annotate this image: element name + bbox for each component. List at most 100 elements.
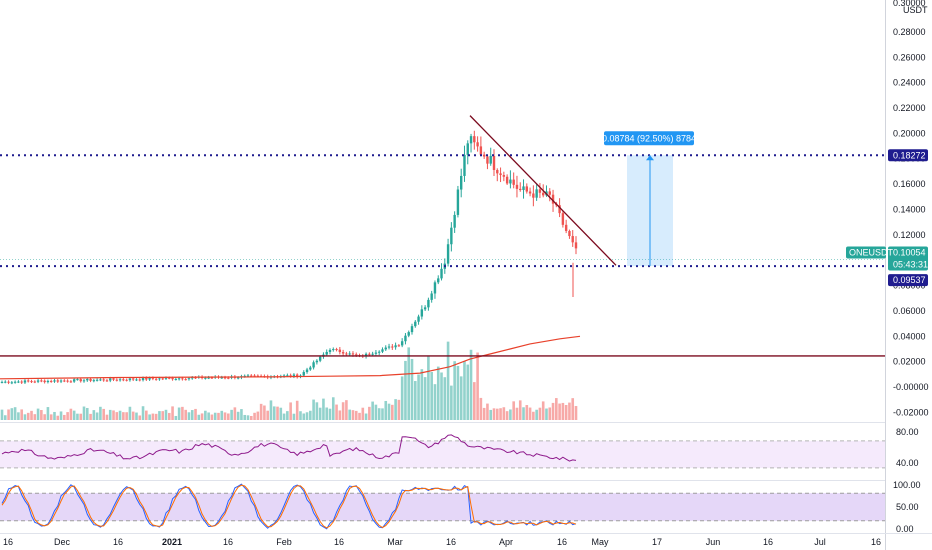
volume-bar (269, 400, 273, 420)
stoch-tick-label: 50.00 (896, 502, 919, 512)
candle-body (509, 179, 512, 184)
candle (154, 377, 158, 381)
candle-body (63, 380, 66, 382)
volume-bar (253, 412, 256, 420)
candle (72, 377, 76, 383)
candle (387, 343, 391, 350)
support-price-tag: 0.09537 (888, 274, 928, 287)
candle-body (450, 227, 453, 245)
candle (27, 379, 30, 383)
candle-body (492, 155, 496, 170)
candle-body (568, 230, 571, 237)
candle (332, 347, 335, 352)
candle-body (17, 381, 20, 383)
candle-body (148, 377, 151, 380)
volume-bar (240, 409, 243, 420)
candle-body (4, 381, 7, 383)
volume-bar (89, 413, 92, 420)
volume-bar (499, 408, 502, 420)
candle (296, 373, 299, 379)
candle (309, 365, 312, 371)
candle-body (427, 299, 430, 308)
stoch-tick-label: 100.00 (893, 480, 921, 490)
volume-bar (338, 410, 342, 420)
price-tick-label: 0.26000 (893, 52, 926, 62)
candle (397, 344, 401, 347)
candle-body (482, 154, 486, 157)
volume-bar (118, 410, 122, 420)
volume-bar (105, 414, 109, 420)
volume-bar (417, 374, 420, 420)
volume-bar (545, 408, 548, 420)
time-tick-label: 16 (113, 537, 123, 547)
price-tick-label: 0.24000 (893, 78, 926, 88)
volume-bar (407, 347, 411, 420)
volume-bar (112, 410, 115, 420)
candle-body (476, 142, 479, 147)
volume-bar (486, 403, 489, 420)
volume-bar (289, 402, 292, 420)
volume-bar (391, 404, 394, 420)
candle-body (332, 349, 335, 351)
volume-bar (230, 409, 233, 420)
candle (476, 136, 479, 152)
volume-bar (3, 415, 7, 420)
candle-body (519, 188, 522, 191)
volume-bar (522, 407, 525, 420)
candle (512, 172, 515, 189)
candle-body (414, 321, 417, 327)
time-tick-label: 16 (446, 537, 456, 547)
candle-body (27, 380, 30, 382)
candle-body (181, 378, 184, 380)
candle (102, 377, 105, 382)
candle (427, 297, 430, 311)
candle-body (423, 307, 427, 310)
volume-bar (309, 410, 312, 420)
volume-bar (282, 413, 286, 420)
volume-bar (371, 401, 374, 420)
price-tick-label: 0.16000 (893, 179, 926, 189)
candle-body (397, 345, 401, 347)
volume-bar (331, 397, 335, 420)
volume-bar (305, 412, 309, 420)
volume-bar (36, 408, 40, 420)
candle (463, 145, 466, 182)
volume-bar (535, 409, 538, 420)
candle (486, 155, 489, 170)
candle (469, 133, 473, 153)
candle-body (548, 191, 551, 195)
candle-body (79, 379, 82, 382)
moving-average-line (0, 335, 581, 380)
volume-bar (210, 414, 214, 420)
volume-bar (555, 398, 558, 420)
candle (433, 280, 437, 299)
candle-body (138, 379, 141, 381)
candle (407, 330, 410, 338)
candle (509, 170, 512, 189)
price-range-measure[interactable]: 0.08784 (92.50%) 8784 (602, 131, 696, 267)
volume-bar (82, 406, 86, 420)
volume-bar (279, 407, 283, 420)
volume-bar (335, 404, 338, 420)
candle (394, 342, 397, 350)
candle-body (161, 378, 164, 380)
volume-bar (469, 349, 473, 420)
volume-bar (272, 406, 276, 420)
volume-bar (505, 411, 509, 420)
candle-body (36, 380, 40, 382)
volume-bar (364, 413, 368, 420)
candle-body (417, 316, 420, 322)
candle (302, 370, 305, 377)
candle-body (574, 242, 578, 249)
candle-body (564, 224, 568, 231)
volume-bars (0, 341, 578, 420)
candle (532, 185, 535, 207)
volume-bar (7, 409, 10, 420)
candle-body (227, 377, 230, 379)
candle (174, 377, 178, 381)
volume-bar (213, 412, 217, 420)
time-tick-label: May (591, 537, 609, 547)
candle (374, 350, 378, 356)
volume-bar (381, 408, 384, 420)
